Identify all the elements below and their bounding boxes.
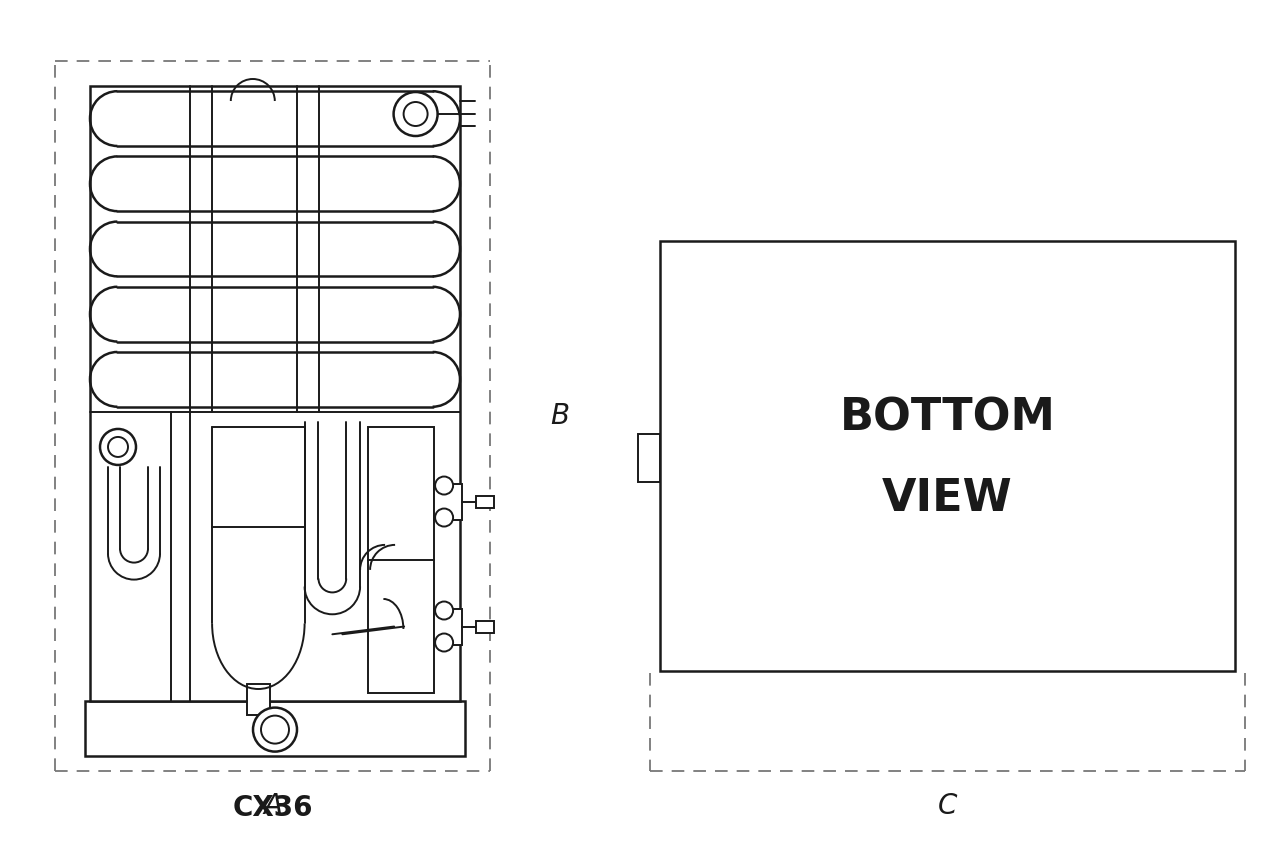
Circle shape <box>253 707 297 751</box>
Circle shape <box>262 716 288 744</box>
Text: A: A <box>263 792 282 820</box>
Bar <box>434 608 462 645</box>
Circle shape <box>435 476 453 495</box>
Bar <box>367 427 434 693</box>
Bar <box>85 701 464 756</box>
Bar <box>638 434 660 482</box>
Text: CX36: CX36 <box>232 794 313 822</box>
Bar <box>434 484 462 519</box>
Text: C: C <box>938 792 957 820</box>
Circle shape <box>435 508 453 526</box>
Text: BOTTOM: BOTTOM <box>840 397 1055 440</box>
Circle shape <box>403 102 427 126</box>
Bar <box>91 86 461 701</box>
Circle shape <box>100 429 137 465</box>
Bar <box>476 620 494 633</box>
Circle shape <box>435 602 453 619</box>
Circle shape <box>393 92 438 136</box>
Circle shape <box>108 437 128 457</box>
Circle shape <box>435 634 453 651</box>
Text: B: B <box>550 402 569 430</box>
Bar <box>660 241 1235 671</box>
Bar <box>246 684 271 716</box>
Bar <box>476 496 494 508</box>
Text: VIEW: VIEW <box>882 476 1013 519</box>
